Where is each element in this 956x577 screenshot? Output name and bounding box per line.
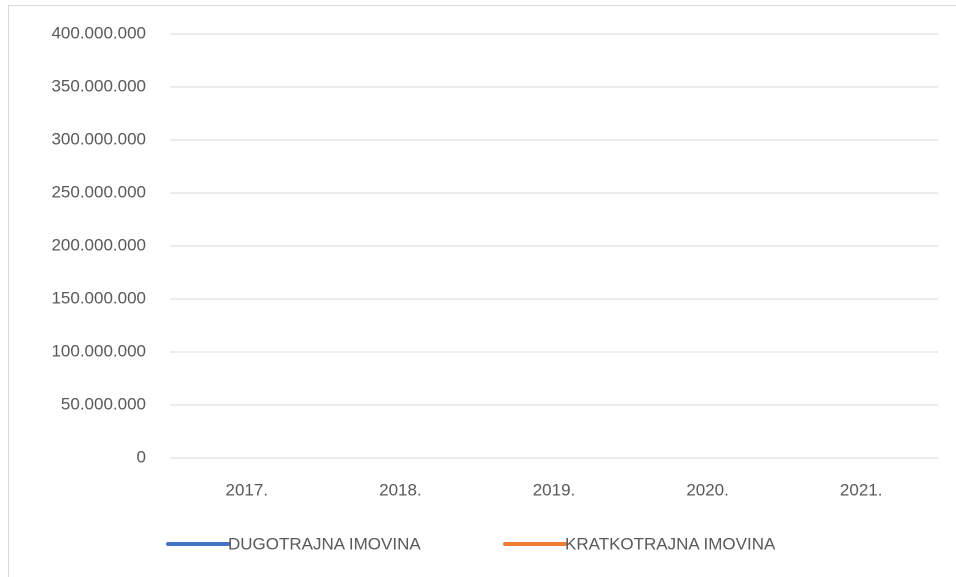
y-tick-label: 350.000.000 <box>51 76 146 95</box>
y-tick-label: 400.000.000 <box>51 23 146 42</box>
x-tick-label: 2019. <box>533 480 576 499</box>
y-tick-label: 100.000.000 <box>51 341 146 360</box>
y-tick-label: 200.000.000 <box>51 235 146 254</box>
x-tick-label: 2020. <box>686 480 729 499</box>
x-tick-label: 2018. <box>379 480 422 499</box>
legend-label: DUGOTRAJNA IMOVINA <box>228 534 421 553</box>
chart-border <box>8 5 956 577</box>
y-tick-label: 150.000.000 <box>51 288 146 307</box>
legend-label: KRATKOTRAJNA IMOVINA <box>565 534 776 553</box>
y-tick-label: 0 <box>137 447 146 466</box>
x-tick-label: 2021. <box>840 480 883 499</box>
y-tick-label: 50.000.000 <box>61 394 146 413</box>
y-tick-label: 300.000.000 <box>51 129 146 148</box>
x-tick-label: 2017. <box>226 480 269 499</box>
y-tick-label: 250.000.000 <box>51 182 146 201</box>
